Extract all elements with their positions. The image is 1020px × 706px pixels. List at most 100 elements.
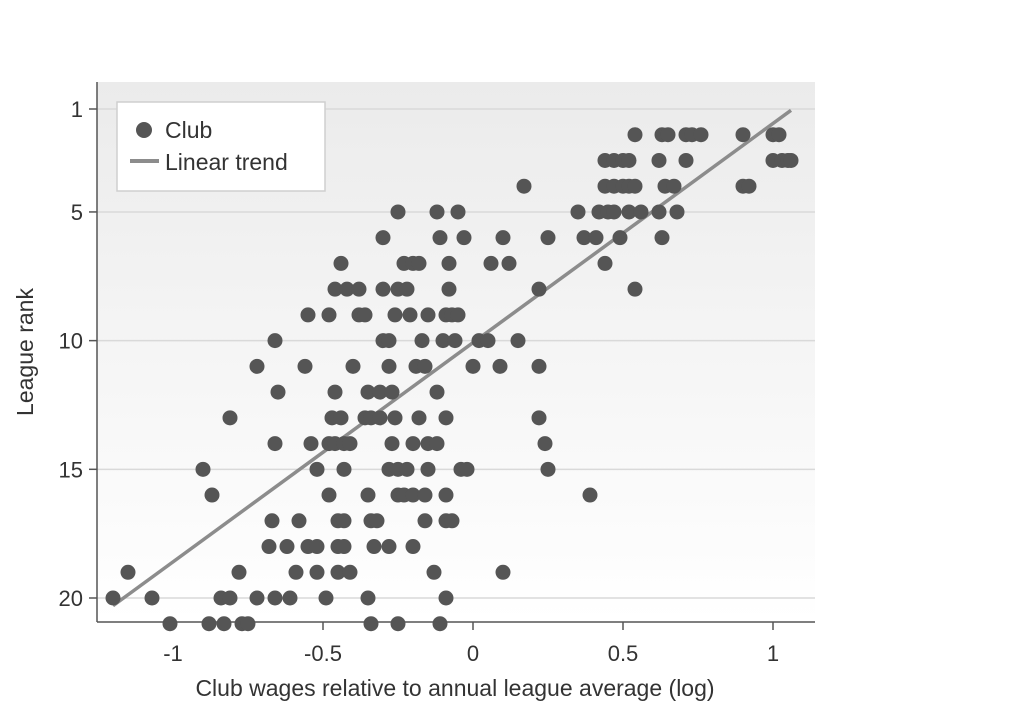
y-axis-label: League rank: [12, 288, 38, 416]
club-point: [240, 616, 256, 632]
club-point: [297, 358, 313, 374]
club-point: [651, 152, 667, 168]
club-point: [303, 436, 319, 452]
club-point: [597, 255, 613, 271]
club-point: [537, 436, 553, 452]
club-point: [336, 539, 352, 555]
club-point: [309, 539, 325, 555]
club-point: [438, 590, 454, 606]
club-point: [783, 152, 799, 168]
club-point: [660, 127, 676, 143]
x-axis-label: Club wages relative to annual league ave…: [195, 675, 714, 701]
club-point: [105, 590, 121, 606]
legend: Club Linear trend: [116, 101, 326, 192]
club-point: [417, 487, 433, 503]
club-point: [405, 487, 421, 503]
club-point: [741, 178, 757, 194]
club-point: [438, 410, 454, 426]
club-point: [432, 616, 448, 632]
club-point: [351, 281, 367, 297]
club-point: [309, 564, 325, 580]
club-point: [651, 204, 667, 220]
y-tick-label-20: 20: [59, 586, 83, 611]
club-point: [432, 230, 448, 246]
legend-point-marker: [136, 122, 152, 138]
club-point: [372, 384, 388, 400]
legend-label-linear-trend: Linear trend: [165, 149, 288, 175]
club-point: [429, 384, 445, 400]
club-point: [510, 333, 526, 349]
legend-label-club: Club: [165, 117, 212, 143]
club-point: [516, 178, 532, 194]
club-point: [231, 564, 247, 580]
club-point: [501, 255, 517, 271]
y-tick-label-1: 1: [71, 97, 83, 122]
linear-trend-line: [111, 108, 793, 608]
y-tick-label-5: 5: [71, 200, 83, 225]
club-point: [576, 230, 592, 246]
club-point: [357, 307, 373, 323]
club-point: [387, 410, 403, 426]
club-point: [447, 333, 463, 349]
club-point: [279, 539, 295, 555]
club-point: [420, 461, 436, 477]
club-point: [270, 384, 286, 400]
club-point: [291, 513, 307, 529]
club-point: [264, 513, 280, 529]
club-point: [435, 333, 451, 349]
club-point: [570, 204, 586, 220]
club-point: [327, 384, 343, 400]
club-point: [627, 127, 643, 143]
club-point: [339, 281, 355, 297]
club-point: [321, 487, 337, 503]
club-point: [204, 487, 220, 503]
club-point: [669, 204, 685, 220]
club-point: [582, 487, 598, 503]
club-point: [441, 281, 457, 297]
club-point: [261, 539, 277, 555]
club-point: [333, 255, 349, 271]
club-point: [384, 436, 400, 452]
legend-box: [116, 101, 326, 192]
club-point: [612, 230, 628, 246]
club-point: [375, 281, 391, 297]
y-tick-label-15: 15: [59, 457, 83, 482]
club-point: [144, 590, 160, 606]
club-point: [162, 616, 178, 632]
club-point: [459, 461, 475, 477]
club-point: [531, 358, 547, 374]
club-point: [666, 178, 682, 194]
club-point: [342, 564, 358, 580]
data-points: [105, 127, 799, 632]
club-point: [450, 204, 466, 220]
club-point: [369, 513, 385, 529]
club-point: [399, 281, 415, 297]
club-point: [540, 230, 556, 246]
club-point: [333, 410, 349, 426]
club-point: [249, 590, 265, 606]
club-point: [429, 204, 445, 220]
club-point: [540, 461, 556, 477]
club-point: [366, 539, 382, 555]
club-point: [654, 230, 670, 246]
club-point: [390, 204, 406, 220]
club-point: [390, 616, 406, 632]
x-tick-label--0.5: -0.5: [304, 641, 342, 666]
club-point: [693, 127, 709, 143]
club-point: [336, 513, 352, 529]
club-point: [288, 564, 304, 580]
club-point: [267, 590, 283, 606]
club-point: [417, 513, 433, 529]
y-tick-label-10: 10: [59, 329, 83, 354]
club-point: [222, 590, 238, 606]
club-point: [309, 461, 325, 477]
club-point: [330, 564, 346, 580]
club-point: [627, 281, 643, 297]
club-point: [120, 564, 136, 580]
club-point: [363, 616, 379, 632]
club-point: [678, 152, 694, 168]
club-point: [588, 230, 604, 246]
club-point: [426, 564, 442, 580]
